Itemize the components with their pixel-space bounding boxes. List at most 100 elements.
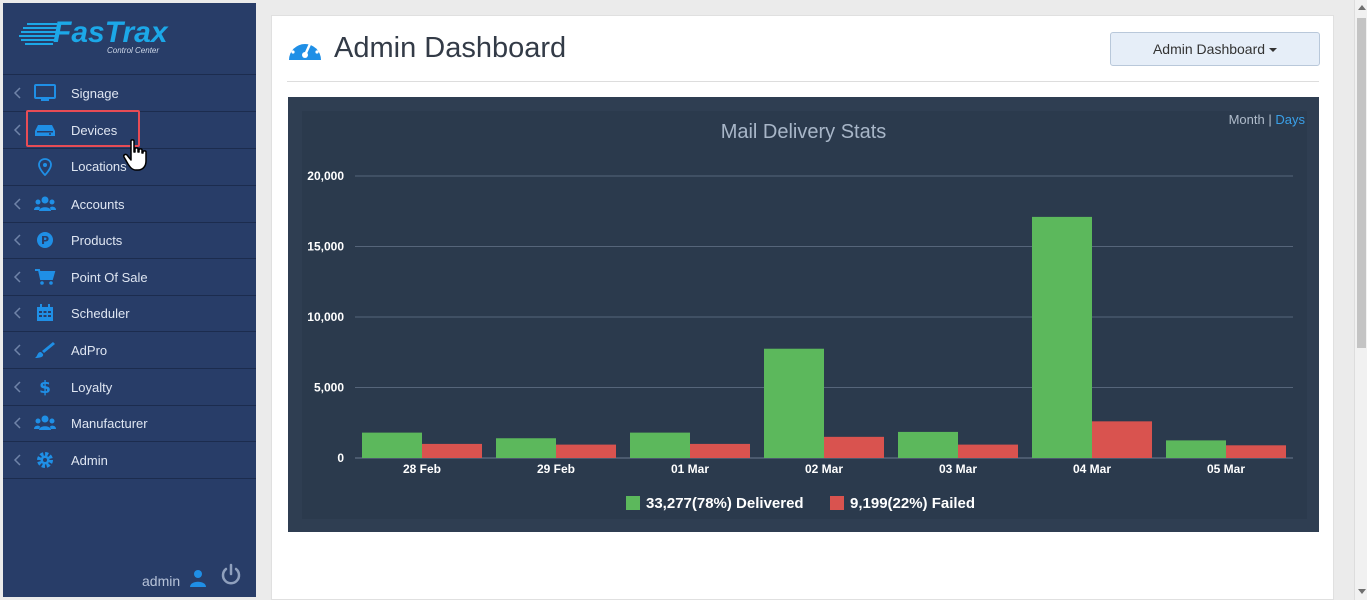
sidebar-item-manufacturer[interactable]: Manufacturer (3, 405, 256, 442)
user-footer: admin (3, 561, 256, 597)
monitor-icon (34, 84, 56, 101)
sidebar-item-label: Loyalty (71, 380, 113, 395)
sidebar-item-loyalty[interactable]: $ Loyalty (3, 369, 256, 406)
sidebar-item-point-of-sale[interactable]: Point Of Sale (3, 259, 256, 296)
chevron-left-icon (13, 271, 21, 283)
y-tick-label: 20,000 (307, 169, 344, 183)
chevron-left-icon (13, 124, 21, 136)
sidebar-item-locations[interactable]: Locations (3, 149, 256, 186)
dropdown-label: Admin Dashboard (1152, 41, 1266, 57)
bar-failed (958, 444, 1018, 458)
product-p-icon: P (37, 232, 53, 248)
x-tick-label: 04 Mar (1073, 462, 1111, 476)
sidebar-item-accounts[interactable]: Accounts (3, 186, 256, 223)
app-logo[interactable]: FasTrax Control Center (3, 3, 256, 75)
sidebar-item-label: Devices (71, 123, 118, 138)
y-tick-label: 15,000 (307, 240, 344, 254)
scrollbar-thumb[interactable] (1357, 18, 1366, 348)
bar-failed (422, 443, 482, 458)
legend-label-delivered: 33,277(78%) Delivered (646, 495, 804, 512)
y-tick-label: 0 (337, 451, 344, 465)
range-separator: | (1268, 112, 1272, 127)
x-tick-label: 01 Mar (671, 462, 709, 476)
x-tick-label: 02 Mar (805, 462, 843, 476)
device-drive-icon (35, 125, 55, 136)
range-toggle: Month | Days (1229, 112, 1305, 127)
bar-delivered (630, 432, 690, 458)
mail-delivery-chart-panel: Mail Delivery Stats Month | Days 0 5,000 1… (288, 97, 1319, 532)
legend-failed[interactable]: 9,199(22%) Failed (830, 495, 975, 512)
legend-label-failed: 9,199(22%) Failed (850, 495, 976, 512)
users-icon (34, 196, 56, 211)
sidebar-item-label: Accounts (71, 197, 125, 212)
caret-down-icon (1269, 48, 1278, 53)
chart-title: Mail Delivery Stats (720, 121, 887, 143)
legend-delivered[interactable]: 33,277(78%) Delivered (626, 495, 804, 512)
sidebar-item-label: Locations (71, 159, 127, 174)
bar-delivered (1166, 440, 1226, 458)
range-days-link[interactable]: Days (1275, 112, 1305, 127)
chevron-left-icon (13, 381, 21, 393)
dashboard-gauge-icon (289, 38, 321, 60)
sidebar-item-label: Point Of Sale (71, 270, 148, 285)
sidebar-item-products[interactable]: P Products (3, 222, 256, 259)
bar-delivered (764, 348, 824, 458)
bar-failed (690, 443, 750, 458)
bar-delivered (362, 432, 422, 458)
brand-name: FasTrax (53, 16, 168, 49)
page-header: Admin Dashboard Admin Dashboard (287, 16, 1320, 82)
logo-lines-icon (19, 23, 57, 45)
user-icon[interactable] (189, 569, 207, 587)
page-title: Admin Dashboard (334, 32, 567, 64)
shopping-cart-icon (35, 269, 56, 285)
bar-failed (1226, 445, 1286, 458)
brand-subtitle: Control Center (107, 46, 160, 55)
sidebar-item-label: AdPro (71, 343, 108, 358)
y-tick-label: 5,000 (314, 381, 344, 395)
paintbrush-icon (35, 342, 55, 358)
page-scrollbar[interactable] (1354, 0, 1367, 600)
x-tick-label: 03 Mar (939, 462, 977, 476)
username[interactable]: admin (142, 573, 181, 589)
sidebar-item-admin[interactable]: Admin (3, 442, 256, 479)
calendar-icon (37, 304, 53, 321)
range-month-link[interactable]: Month (1228, 112, 1265, 127)
bar-failed (556, 444, 616, 458)
sidebar-item-label: Products (71, 233, 123, 248)
power-icon[interactable] (219, 563, 243, 587)
scroll-down-arrow-icon[interactable] (1358, 589, 1366, 594)
chevron-left-icon (13, 198, 21, 210)
chevron-left-icon (13, 307, 21, 319)
sidebar-item-label: Signage (71, 86, 119, 101)
x-tick-label: 05 Mar (1207, 462, 1245, 476)
scroll-up-arrow-icon[interactable] (1358, 5, 1366, 10)
sidebar-item-signage[interactable]: Signage (3, 75, 256, 112)
x-tick-label: 28 Feb (403, 462, 441, 476)
legend-swatch-delivered (626, 496, 640, 510)
sidebar-item-label: Scheduler (71, 306, 130, 321)
bar-delivered (496, 438, 556, 458)
sidebar: FasTrax Control Center Signage Devices L… (3, 3, 256, 597)
sidebar-item-adpro[interactable]: AdPro (3, 332, 256, 369)
svg-text:P: P (41, 234, 49, 247)
chevron-left-icon (13, 454, 21, 466)
sidebar-item-label: Admin (71, 453, 108, 468)
main-content: Admin Dashboard Admin Dashboard Mail Del… (271, 15, 1334, 600)
x-tick-label: 29 Feb (537, 462, 575, 476)
svg-text:$: $ (39, 378, 51, 396)
chevron-left-icon (13, 417, 21, 429)
sidebar-item-label: Manufacturer (71, 416, 148, 431)
dollar-icon: $ (39, 378, 51, 396)
dashboard-select-dropdown[interactable]: Admin Dashboard (1110, 32, 1320, 66)
devices-highlight-box (26, 110, 140, 147)
sidebar-item-scheduler[interactable]: Scheduler (3, 295, 256, 332)
bar-delivered (898, 431, 958, 458)
sidebar-item-devices[interactable]: Devices (3, 112, 256, 149)
map-pin-icon (38, 158, 52, 176)
users-icon (34, 415, 56, 430)
chevron-left-icon (13, 344, 21, 356)
legend-swatch-failed (830, 496, 844, 510)
hand-pointer-cursor-icon (123, 139, 147, 171)
gear-icon (37, 452, 53, 468)
chevron-left-icon (13, 234, 21, 246)
